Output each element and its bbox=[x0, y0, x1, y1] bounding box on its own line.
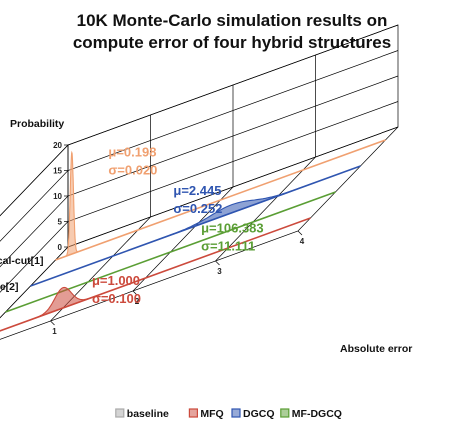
floor-plane bbox=[0, 126, 399, 340]
x-tick-mark bbox=[50, 320, 55, 326]
legend-label: DGCQ bbox=[243, 408, 275, 420]
z-tick-label: 20 bbox=[53, 141, 62, 150]
mu-annotation: μ=106.383 bbox=[201, 221, 264, 236]
floor-gridline-x bbox=[215, 156, 316, 262]
z-tick-label: 10 bbox=[53, 192, 62, 201]
sigma-annotation: σ=0.252 bbox=[173, 201, 222, 216]
z-tick-label: 0 bbox=[58, 243, 63, 252]
mu-annotation: μ=1.000 bbox=[92, 273, 140, 288]
x-tick-mark bbox=[297, 230, 303, 236]
distribution-curve bbox=[148, 181, 316, 244]
series-label: Lightening-like[2] bbox=[0, 281, 19, 293]
z-tick-label: 15 bbox=[53, 167, 62, 176]
mu-annotation: μ=2.445 bbox=[173, 183, 221, 198]
sigma-annotation: σ=0.100 bbox=[92, 291, 141, 306]
x-tick-mark bbox=[132, 290, 138, 296]
distribution-curve bbox=[65, 150, 79, 257]
z-tick-label: 5 bbox=[58, 218, 63, 227]
legend-swatch bbox=[115, 408, 125, 418]
sigma-annotation: σ=0.020 bbox=[108, 162, 157, 177]
x-tick-label: 1 bbox=[52, 327, 57, 336]
legend-swatch bbox=[231, 408, 241, 418]
x-tick-mark bbox=[215, 260, 220, 266]
floor-gridline-x bbox=[132, 186, 234, 292]
label-layer: Vertical-cut[1]Lightening-like[2]Outer-p… bbox=[0, 255, 44, 293]
chart-title-line-1: 10K Monte-Carlo simulation results on bbox=[77, 11, 388, 30]
x-tick-label: 3 bbox=[217, 267, 222, 276]
annot-layer: μ=0.198 σ=0.020 μ=2.445 σ=0.252 μ=106.383 σ=1… bbox=[92, 144, 264, 305]
series-baseline bbox=[0, 217, 311, 332]
x-tick-label: 2 bbox=[135, 297, 140, 306]
legend-label: MFQ bbox=[200, 408, 223, 420]
legend-label: baseline bbox=[127, 408, 169, 420]
legend-label: MF-DGCQ bbox=[292, 408, 342, 420]
mu-annotation: μ=0.198 bbox=[108, 144, 156, 159]
series-baseline bbox=[55, 139, 386, 261]
tick-layer: 0510152001234 bbox=[50, 141, 305, 336]
x-axis-label: Absolute error bbox=[340, 343, 412, 355]
sigma-annotation: σ=11.111 bbox=[201, 239, 255, 254]
distribution-curve bbox=[29, 286, 97, 321]
series-layer bbox=[0, 139, 386, 332]
z-axis-label: Probability bbox=[10, 118, 64, 130]
legend: baseline MFQ DGCQ MF-DGCQ bbox=[115, 408, 342, 420]
legend-swatch bbox=[188, 408, 198, 418]
side-wall bbox=[0, 144, 69, 319]
legend-swatch bbox=[280, 408, 290, 418]
chart-title-line-2: compute error of four hybrid structures bbox=[73, 33, 391, 52]
series-label: Vertical-cut[1] bbox=[0, 255, 44, 267]
x-tick-label: 4 bbox=[300, 237, 305, 246]
